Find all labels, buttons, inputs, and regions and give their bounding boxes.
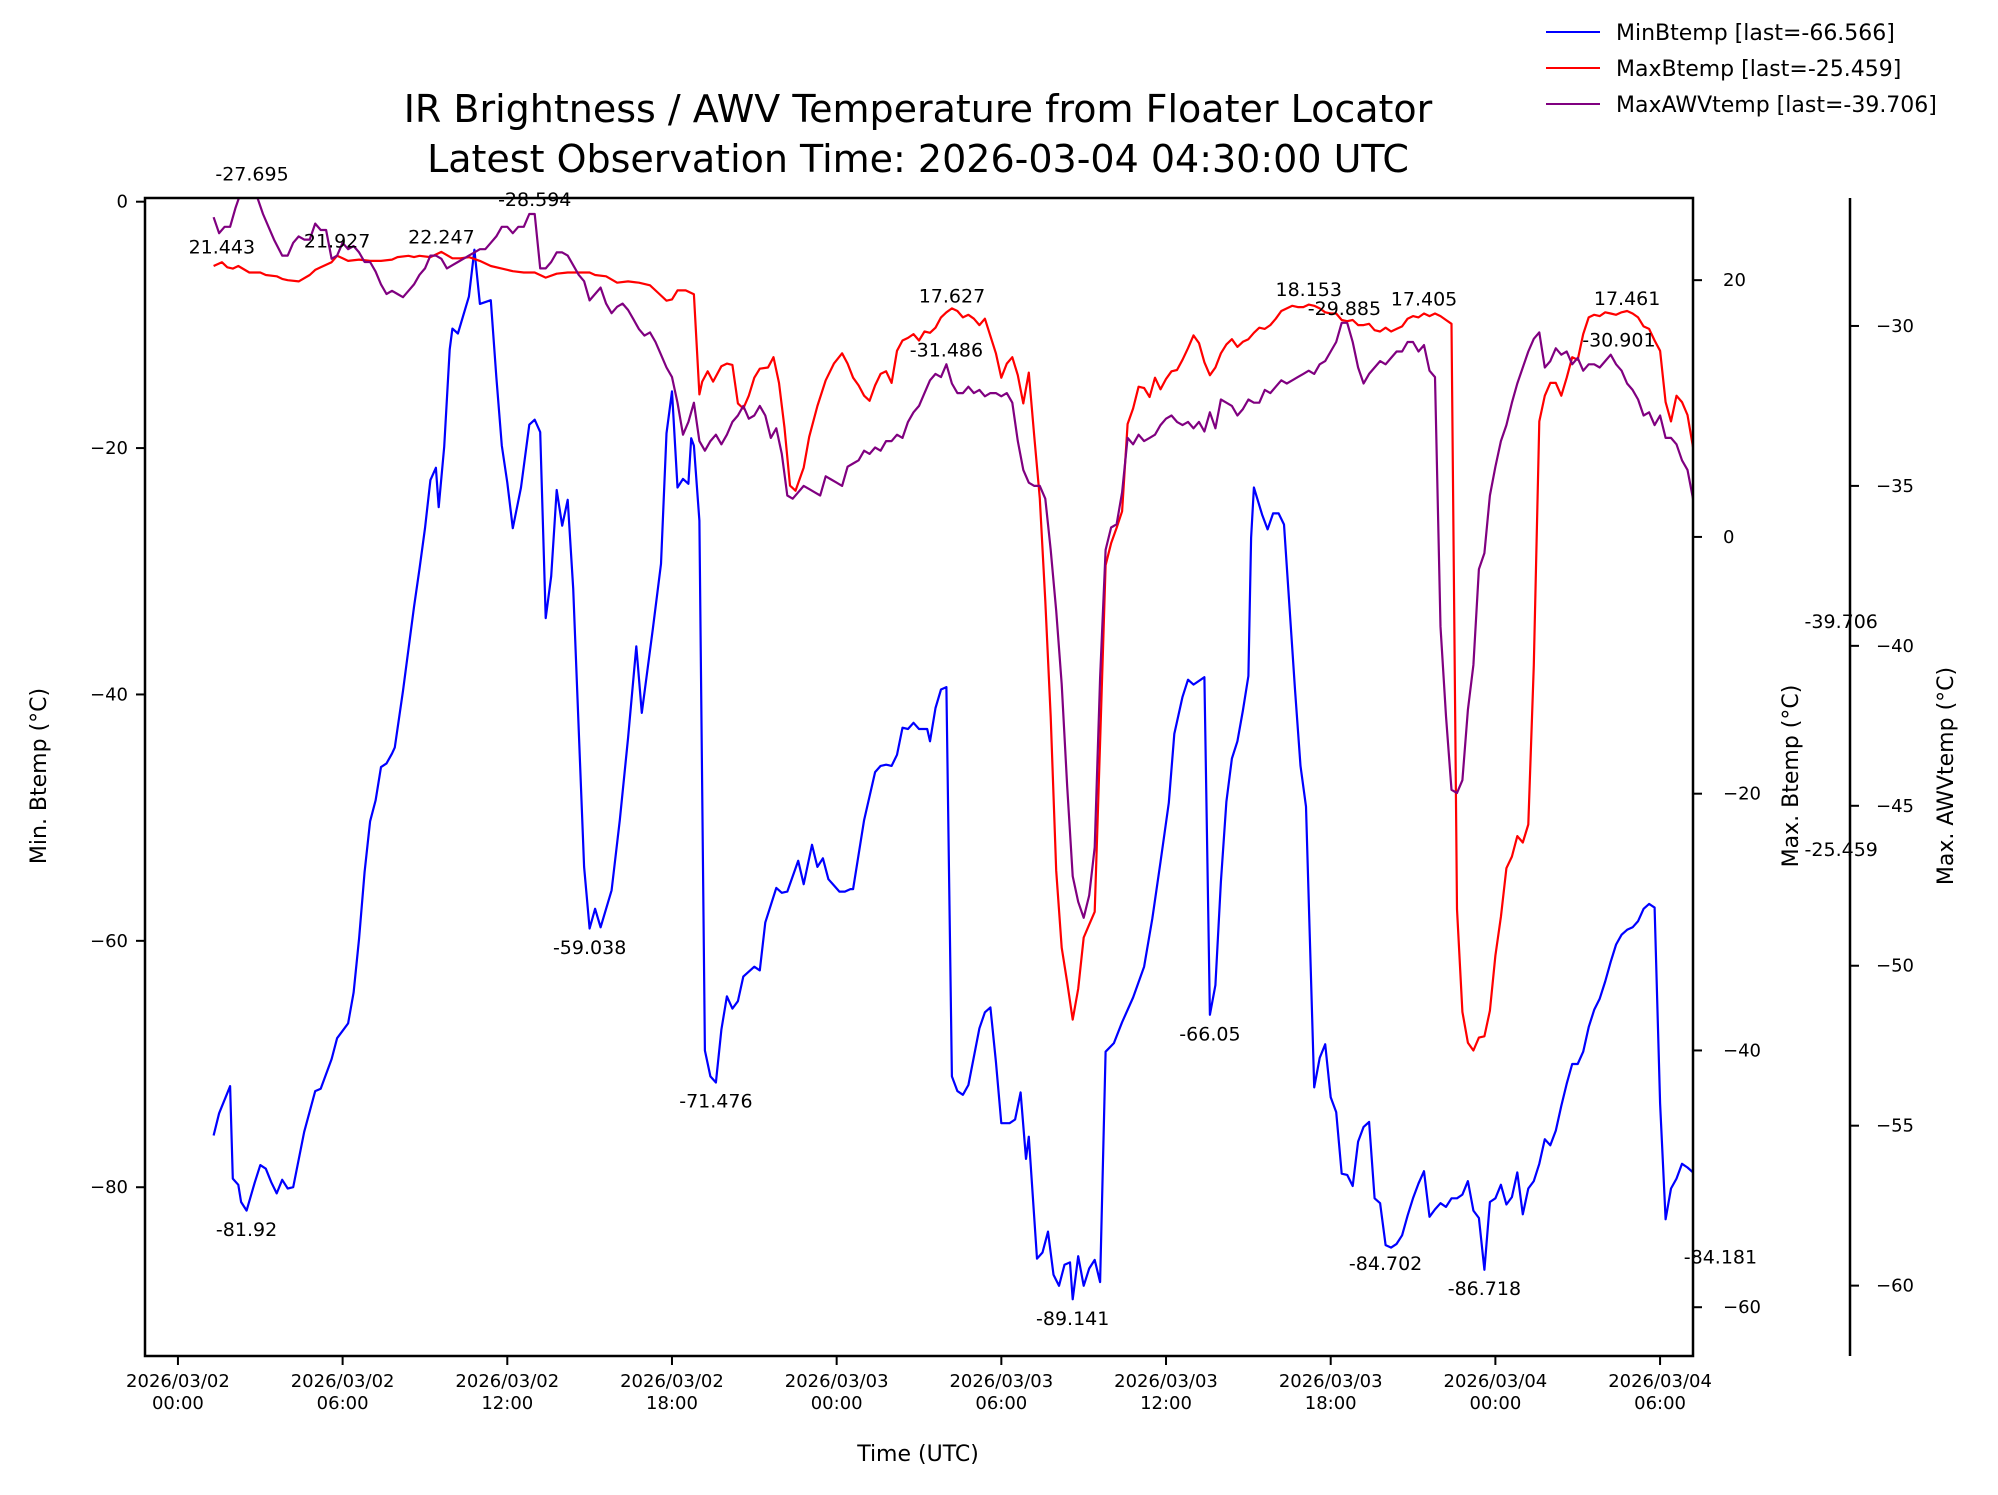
x-tick-label-date: 2026/03/03 <box>949 1371 1053 1392</box>
x-axis-label: Time (UTC) <box>856 1442 979 1467</box>
annotation-minbtemp: -84.702 <box>1349 1253 1422 1275</box>
y-tick-left-label: −20 <box>90 438 128 459</box>
y-tick-right2-label: −50 <box>1876 956 1914 977</box>
annotation-maxbtemp: 17.405 <box>1391 289 1457 311</box>
x-tick-label-time: 12:00 <box>481 1393 533 1414</box>
annotation-minbtemp: -71.476 <box>679 1090 752 1112</box>
x-tick-label-time: 06:00 <box>1634 1393 1686 1414</box>
x-tick-label-date: 2026/03/04 <box>1608 1371 1712 1392</box>
y-axis-right1-label: Max. Btemp (°C) <box>1779 685 1804 868</box>
series-line-maxbtemp <box>213 250 1693 1052</box>
x-tick-label-date: 2026/03/02 <box>455 1371 559 1392</box>
annotation-maxawvtemp: -27.695 <box>215 163 288 185</box>
x-tick-label-time: 00:00 <box>152 1393 204 1414</box>
y-tick-left-label: −80 <box>90 1177 128 1198</box>
y-tick-right1-label: 0 <box>1723 527 1734 548</box>
annotation-minbtemp: -86.718 <box>1448 1278 1521 1300</box>
annotation-maxawvtemp: -30.901 <box>1582 330 1655 352</box>
x-tick-label-time: 00:00 <box>811 1393 863 1414</box>
y-tick-left-label: 0 <box>117 192 128 213</box>
x-tick-label-time: 00:00 <box>1469 1393 1521 1414</box>
series-line-minbtemp <box>212 248 1693 1301</box>
annotation-minbtemp: -84.181 <box>1684 1247 1757 1269</box>
annotation-maxawvtemp: -29.885 <box>1308 298 1381 320</box>
annotation-minbtemp: -89.141 <box>1036 1308 1109 1330</box>
x-tick-label-time: 12:00 <box>1140 1393 1192 1414</box>
annotation-maxbtemp: 18.153 <box>1276 279 1342 301</box>
x-tick-label-date: 2026/03/02 <box>620 1371 724 1392</box>
annotation-minbtemp: -66.05 <box>1179 1023 1240 1045</box>
y-tick-right2-label: −35 <box>1876 476 1914 497</box>
x-tick-label-date: 2026/03/03 <box>1279 1371 1383 1392</box>
chart-title: IR Brightness / AWV Temperature from Flo… <box>404 87 1433 131</box>
x-tick-label-time: 06:00 <box>975 1393 1027 1414</box>
annotation-minbtemp: -59.038 <box>553 937 626 959</box>
annotation-maxbtemp: 17.627 <box>919 286 985 308</box>
x-tick-label-date: 2026/03/02 <box>126 1371 230 1392</box>
annotation-minbtemp: -81.92 <box>216 1219 277 1241</box>
legend-label-maxbtemp: MaxBtemp [last=-25.459] <box>1616 57 1901 82</box>
y-tick-right2-label: −40 <box>1876 636 1914 657</box>
y-tick-right1-label: −40 <box>1723 1040 1761 1061</box>
x-tick-label-time: 06:00 <box>317 1393 369 1414</box>
annotation-maxawvtemp: -28.594 <box>498 189 571 211</box>
y-tick-right1-label: −60 <box>1723 1297 1761 1318</box>
y-tick-right2-label: −55 <box>1876 1116 1914 1137</box>
x-tick-label-date: 2026/03/03 <box>785 1371 889 1392</box>
annotation-maxbtemp: 17.461 <box>1594 288 1660 310</box>
legend-label-maxawvtemp: MaxAWVtemp [last=-39.706] <box>1616 93 1937 118</box>
y-tick-right1-label: 20 <box>1723 270 1746 291</box>
x-tick-label-date: 2026/03/04 <box>1444 1371 1548 1392</box>
y-tick-right2-label: −45 <box>1876 796 1914 817</box>
y-tick-left-label: −60 <box>90 931 128 952</box>
x-tick-label-date: 2026/03/02 <box>291 1371 395 1392</box>
y-axis-left-label: Min. Btemp (°C) <box>27 688 52 864</box>
y-tick-right2-label: −60 <box>1876 1276 1914 1297</box>
annotation-maxawvtemp: -31.486 <box>910 339 983 361</box>
y-tick-right2-label: −30 <box>1876 316 1914 337</box>
x-tick-label-time: 18:00 <box>1305 1393 1357 1414</box>
legend: MinBtemp [last=-66.566] MaxBtemp [last=-… <box>1546 21 1937 118</box>
x-tick-label-time: 18:00 <box>646 1393 698 1414</box>
chart-subtitle: Latest Observation Time: 2026-03-04 04:3… <box>427 137 1409 181</box>
plot-area: 2026/03/0200:002026/03/0206:002026/03/02… <box>90 163 1914 1414</box>
annotation-maxbtemp: 21.927 <box>304 230 370 252</box>
y-tick-right1-label: −20 <box>1723 784 1761 805</box>
annotation-maxbtemp: 21.443 <box>189 237 255 259</box>
annotation-maxbtemp: 22.247 <box>408 226 474 248</box>
y-axis-right2-label: Max. AWVtemp (°C) <box>1934 667 1959 885</box>
annotation-maxbtemp: -25.459 <box>1805 839 1878 861</box>
legend-label-minbtemp: MinBtemp [last=-66.566] <box>1616 21 1895 46</box>
series-line-maxawvtemp <box>212 198 1693 919</box>
x-tick-label-date: 2026/03/03 <box>1114 1371 1218 1392</box>
plot-frame <box>143 196 1695 1358</box>
y-tick-left-label: −40 <box>90 684 128 705</box>
annotation-maxawvtemp: -39.706 <box>1805 611 1878 633</box>
